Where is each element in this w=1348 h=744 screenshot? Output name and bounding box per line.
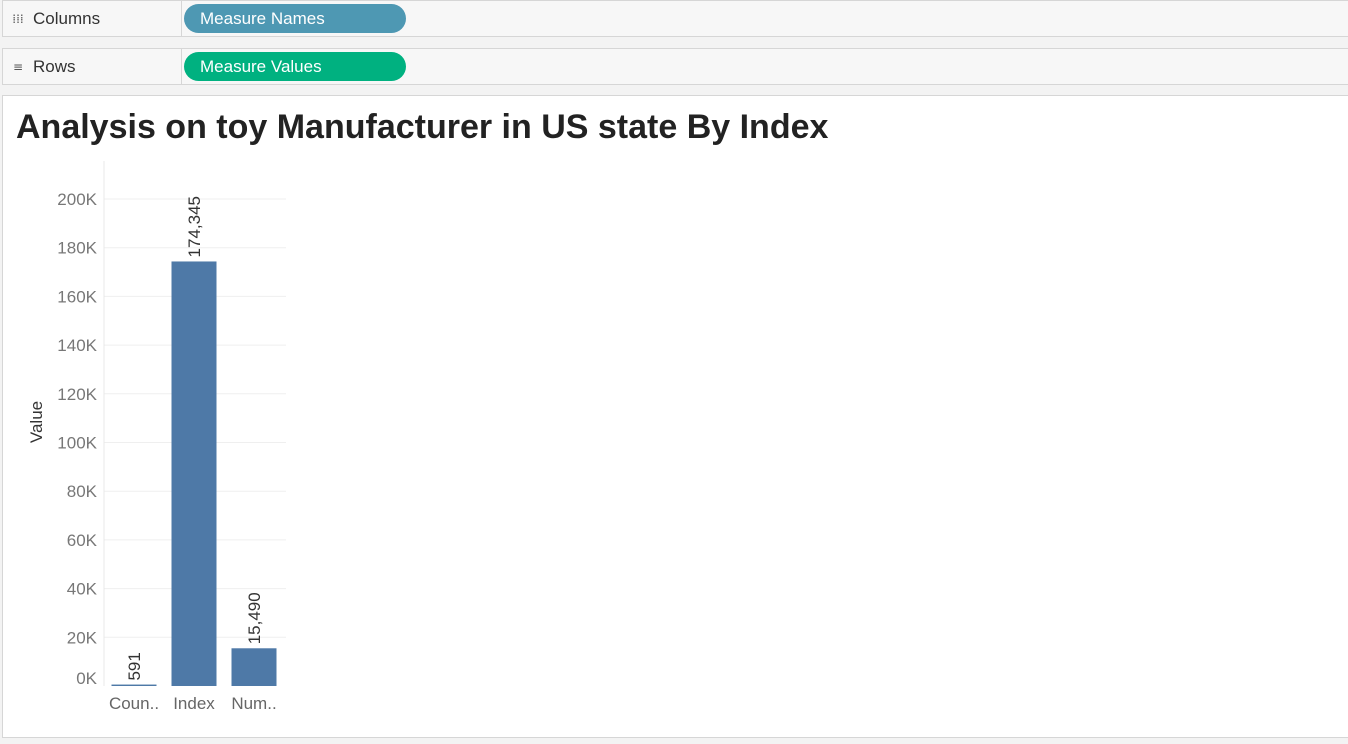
rows-shelf-label: ≡ Rows: [3, 49, 182, 84]
y-tick-label: 40K: [67, 580, 98, 599]
rows-icon: ≡: [12, 59, 24, 74]
bar-index[interactable]: [171, 261, 217, 686]
x-tick-label: Num..: [231, 694, 276, 713]
x-tick-label: Coun..: [109, 694, 159, 713]
y-tick-label: 20K: [67, 628, 98, 647]
y-tick-label: 200K: [57, 190, 97, 209]
y-tick-label: 80K: [67, 482, 98, 501]
y-tick-label: 180K: [57, 239, 97, 258]
y-axis-ticks: 0K 20K 40K 60K 80K 100K 120K 140K 160K 180K 200K: [57, 190, 97, 688]
data-label: 591: [125, 652, 144, 680]
columns-icon: ⁞⁞⁞: [12, 11, 24, 26]
bar-num[interactable]: [231, 648, 277, 686]
y-axis-label: Value: [27, 401, 46, 443]
y-tick-label: 60K: [67, 531, 98, 550]
columns-shelf-label: ⁞⁞⁞ Columns: [3, 1, 182, 36]
visualization-area: Analysis on toy Manufacturer in US state…: [2, 95, 1348, 738]
y-tick-label: 140K: [57, 336, 97, 355]
rows-label: Rows: [33, 56, 76, 76]
data-labels: 591 174,345 15,490: [125, 196, 264, 681]
chart-title: Analysis on toy Manufacturer in US state…: [16, 108, 829, 146]
rows-shelf: ≡ Rows Measure Values: [2, 48, 1348, 85]
y-tick-label: 100K: [57, 434, 97, 453]
y-tick-label: 160K: [57, 287, 97, 306]
data-label: 174,345: [185, 196, 204, 257]
y-tick-label: 0K: [76, 669, 97, 688]
columns-shelf: ⁞⁞⁞ Columns Measure Names: [2, 0, 1348, 37]
measure-values-pill[interactable]: Measure Values: [184, 52, 406, 81]
bar-chart: 0K 20K 40K 60K 80K 100K 120K 140K 160K 180K 200K V…: [27, 161, 286, 713]
measure-names-pill[interactable]: Measure Names: [184, 4, 406, 33]
columns-label: Columns: [33, 8, 101, 28]
y-tick-label: 120K: [57, 385, 97, 404]
data-label: 15,490: [245, 592, 264, 644]
x-tick-label: Index: [173, 694, 215, 713]
x-axis-ticks: Coun.. Index Num..: [109, 694, 277, 713]
bars: [111, 261, 277, 686]
bar-coun[interactable]: [111, 684, 157, 686]
